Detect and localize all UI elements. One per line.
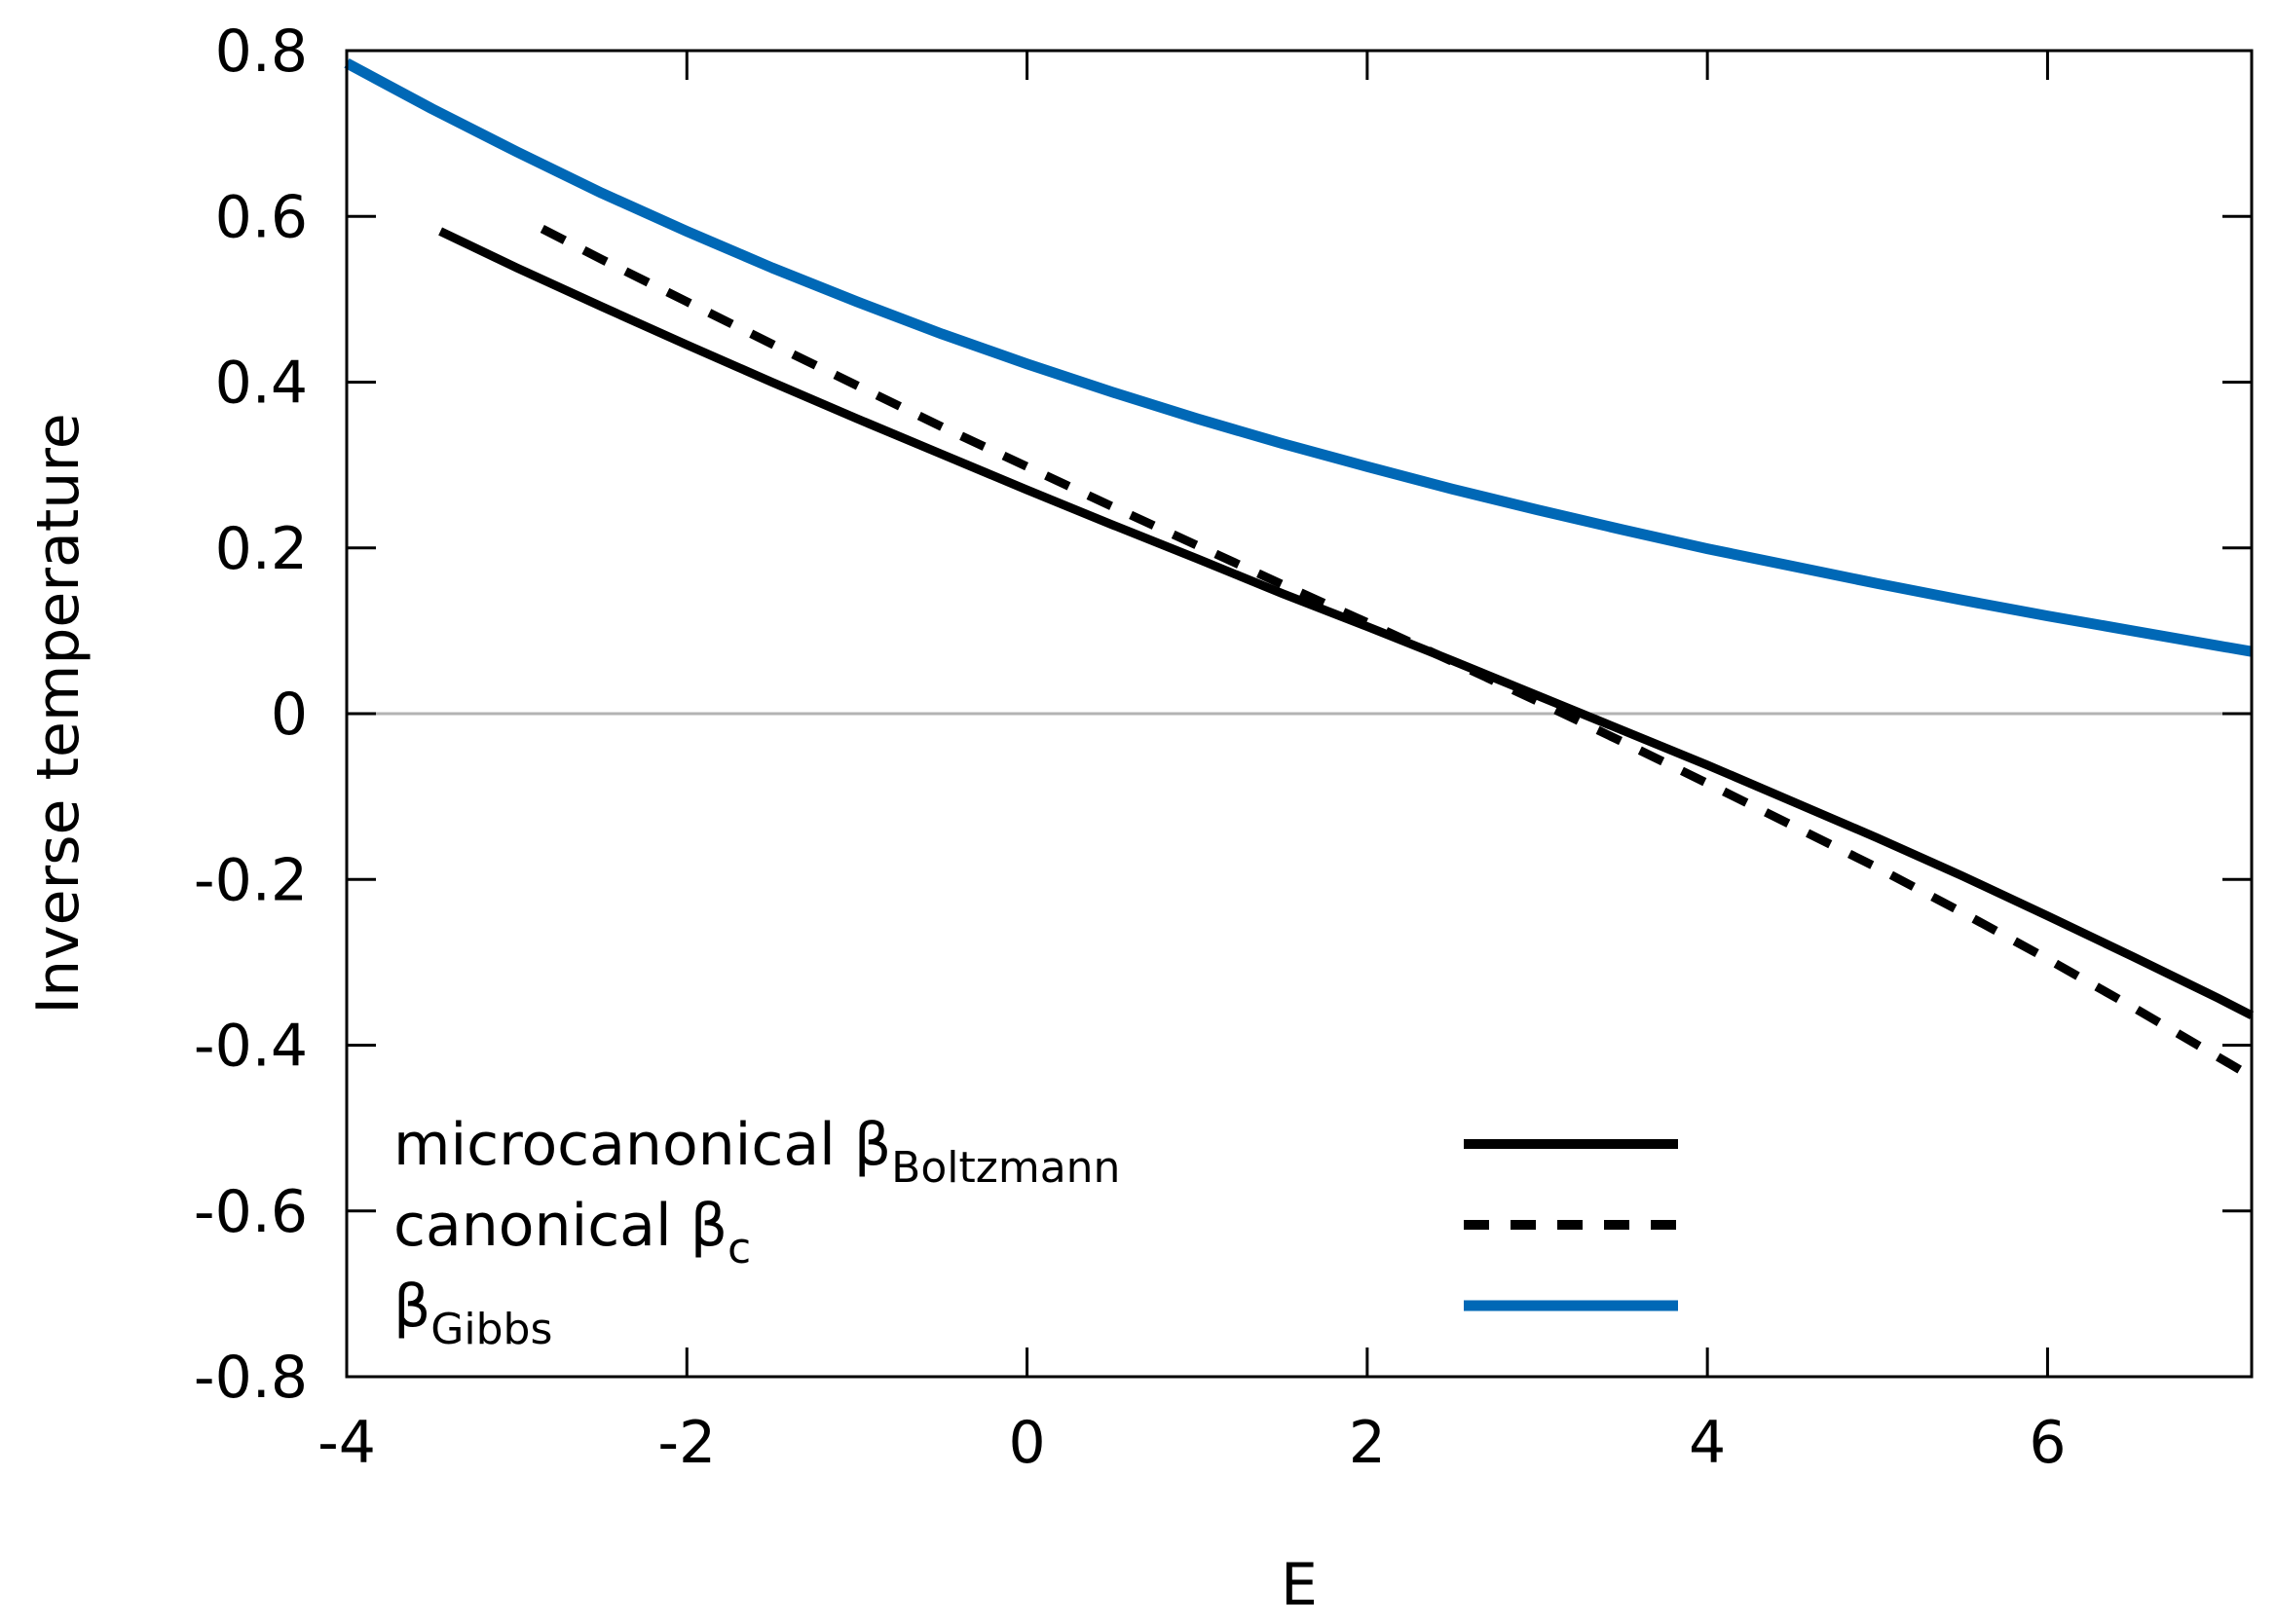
series-line-2 bbox=[540, 224, 2246, 1076]
legend-label-subscript: Gibbs bbox=[430, 1305, 552, 1354]
y-tick-label: -0.2 bbox=[194, 846, 308, 914]
y-tick-label: -0.8 bbox=[194, 1344, 308, 1412]
y-axis-title: Inverse temperature bbox=[24, 413, 93, 1014]
series-line-3 bbox=[344, 57, 2253, 657]
legend-label-1: microcanonical βBoltzmann bbox=[393, 1111, 1120, 1193]
legend-label-main: canonical β bbox=[393, 1192, 728, 1260]
legend-label-3: βGibbs bbox=[393, 1273, 552, 1354]
series-layer bbox=[344, 57, 2255, 1076]
x-tick-label: 0 bbox=[1008, 1409, 1045, 1477]
y-tick-label: -0.6 bbox=[194, 1178, 308, 1246]
y-tick-label: 0.4 bbox=[215, 350, 308, 418]
legend-label-main: β bbox=[393, 1273, 430, 1341]
x-tick-label: 2 bbox=[1349, 1409, 1386, 1477]
series-line-1 bbox=[438, 227, 2255, 1019]
y-tick-labels: -0.8 -0.6 -0.4 -0.2 0 0.2 0.4 0.6 0.8 bbox=[194, 18, 308, 1412]
x-axis-title: E bbox=[1281, 1551, 1318, 1619]
x-tick-label: -2 bbox=[657, 1409, 716, 1477]
x-tick-label: 4 bbox=[1689, 1409, 1726, 1477]
y-tick-label: 0.2 bbox=[215, 515, 308, 583]
legend-label-2: canonical βc bbox=[393, 1192, 751, 1273]
x-tick-label: -4 bbox=[317, 1409, 376, 1477]
y-tick-label: -0.4 bbox=[194, 1013, 308, 1081]
plot-frame bbox=[345, 49, 2254, 1379]
y-tick-label: 0.8 bbox=[215, 18, 308, 86]
y-tick-label: 0 bbox=[271, 681, 308, 749]
legend-label-subscript: Boltzmann bbox=[891, 1143, 1120, 1193]
y-tick-label: 0.6 bbox=[215, 183, 308, 251]
legend-label-subscript: c bbox=[728, 1224, 751, 1273]
x-tick-label: 6 bbox=[2029, 1409, 2066, 1477]
x-tick-labels: -4 -2 0 2 4 6 bbox=[317, 1409, 2066, 1477]
legend-label-main: microcanonical β bbox=[393, 1111, 891, 1179]
